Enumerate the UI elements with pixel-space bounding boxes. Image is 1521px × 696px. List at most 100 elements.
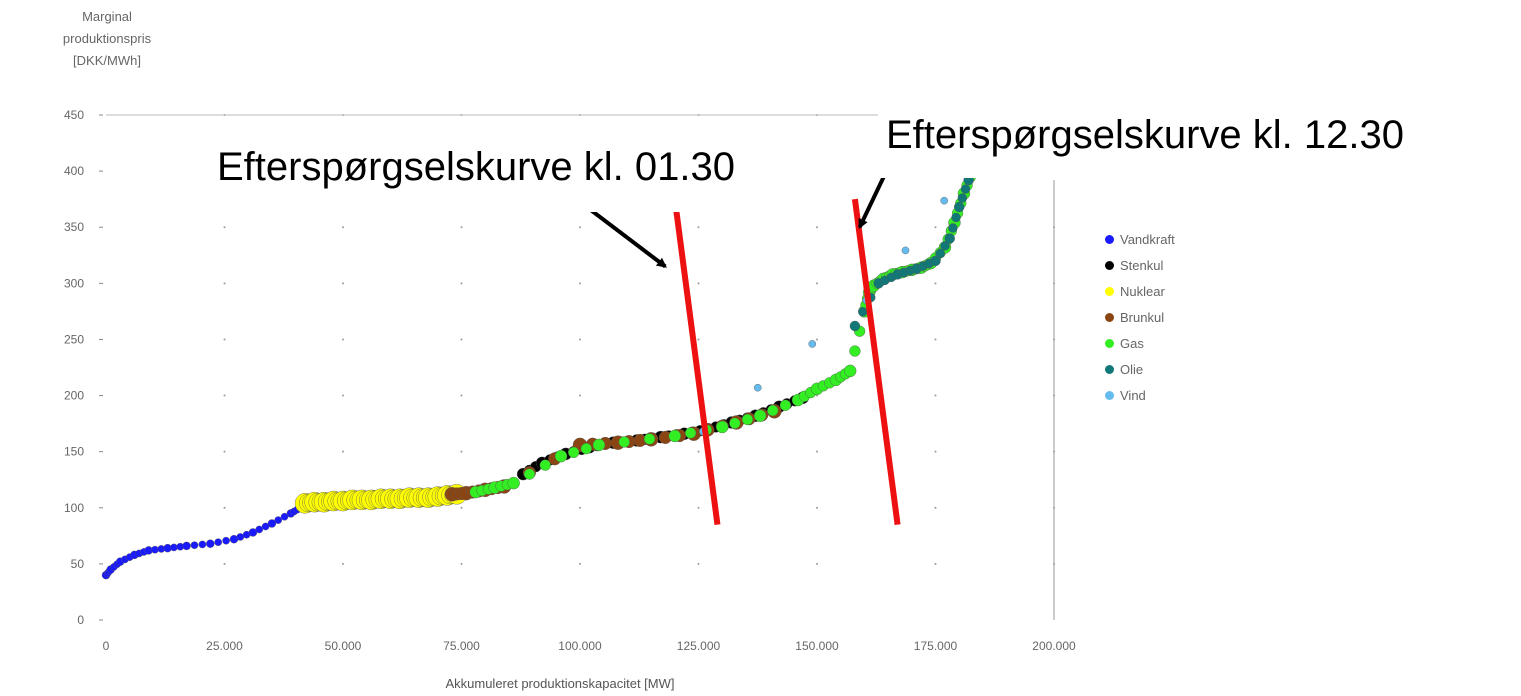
point-vandkraft <box>280 512 289 521</box>
point-gas <box>539 459 551 471</box>
point-olie <box>948 223 958 233</box>
point-vandkraft <box>255 525 264 534</box>
legend-item-vind: Vind <box>1105 382 1175 408</box>
legend-label: Vandkraft <box>1120 231 1175 247</box>
x-tick-label: 50.000 <box>325 639 362 653</box>
point-olie <box>957 193 968 203</box>
grid-dot <box>816 562 818 565</box>
x-tick-label: 150.000 <box>795 639 839 653</box>
grid-dot <box>934 282 937 285</box>
grid-dot <box>934 226 937 229</box>
y-tick-label: 0 <box>77 613 84 627</box>
point-gas <box>523 468 536 480</box>
grid-dot <box>342 450 344 453</box>
x-tick-label: 125.000 <box>677 639 721 653</box>
point-vandkraft <box>182 541 191 551</box>
y-tick-label: 200 <box>64 389 84 403</box>
point-vandkraft <box>236 533 245 541</box>
y-axis-label: Marginal produktionspris [DKK/MWh] <box>2 6 212 72</box>
point-gas <box>779 399 792 411</box>
grid-dot <box>697 226 700 229</box>
grid-dot <box>579 226 581 229</box>
legend-item-stenkul: Stenkul <box>1105 252 1175 278</box>
legend-label: Gas <box>1120 335 1144 351</box>
grid-dot <box>223 562 226 565</box>
y-tick-label: 350 <box>64 220 84 234</box>
point-gas <box>849 345 861 357</box>
point-gas <box>507 476 520 490</box>
grid-dot <box>934 394 937 397</box>
point-olie <box>858 307 868 317</box>
point-olie <box>960 184 971 194</box>
legend-label: Stenkul <box>1120 257 1164 273</box>
grid-dot <box>816 282 818 285</box>
legend-swatch <box>1105 286 1114 296</box>
grid-dot <box>579 394 581 397</box>
point-gas <box>741 413 754 426</box>
point-vandkraft <box>170 543 178 552</box>
x-tick-label: 75.000 <box>443 639 480 653</box>
point-vandkraft <box>151 545 159 554</box>
point-gas <box>716 420 729 434</box>
grid-dot <box>460 282 463 285</box>
y-tick-label: 50 <box>71 557 85 571</box>
legend-item-brunkul: Brunkul <box>1105 304 1175 330</box>
point-vandkraft <box>206 539 215 548</box>
legend-swatch <box>1105 364 1114 374</box>
legend-item-olie: Olie <box>1105 356 1175 382</box>
grid-dot <box>223 394 226 397</box>
grid-dot <box>579 562 581 565</box>
point-vind <box>753 383 762 392</box>
legend-label: Brunkul <box>1120 309 1165 325</box>
grid-dot <box>816 506 818 509</box>
grid-dot <box>223 226 226 229</box>
legend-swatch <box>1105 390 1114 400</box>
point-olie <box>954 201 965 213</box>
grid-dot <box>460 226 463 229</box>
x-tick-label: 100.000 <box>558 639 602 653</box>
point-vandkraft <box>214 538 222 546</box>
y-axis-label-line-3: [DKK/MWh] <box>73 53 141 68</box>
point-gas <box>729 417 741 429</box>
grid-dot <box>816 450 818 453</box>
x-tick-label: 200.000 <box>1032 639 1076 653</box>
grid-dot <box>816 226 818 229</box>
grid-dot <box>934 338 937 341</box>
y-axis-label-line-2: produktionspris <box>62 31 152 46</box>
point-gas <box>843 364 857 378</box>
point-vandkraft <box>198 540 207 549</box>
legend-item-gas: Gas <box>1105 330 1175 356</box>
grid-dot <box>934 450 937 453</box>
grid-dot <box>223 506 226 509</box>
grid-dot <box>342 394 344 397</box>
grid-dot <box>460 338 463 341</box>
legend-swatch <box>1105 234 1114 244</box>
x-tick-label: 175.000 <box>914 639 958 653</box>
point-olie <box>930 255 941 267</box>
grid-dot <box>223 338 226 341</box>
point-olie <box>951 212 961 223</box>
grid-dot <box>342 226 344 229</box>
grid-dot <box>579 506 581 509</box>
point-vind <box>901 246 910 255</box>
grid-dot <box>579 282 581 285</box>
legend-label: Olie <box>1120 361 1144 377</box>
grid-dot <box>460 450 463 453</box>
point-vandkraft <box>267 519 277 528</box>
grid-dot <box>934 562 937 565</box>
point-vandkraft <box>190 541 199 549</box>
grid-dot <box>934 506 937 509</box>
x-tick-label: 0 <box>103 639 110 653</box>
point-gas <box>684 427 697 439</box>
point-gas <box>753 409 767 422</box>
annotation-demand-1230: Efterspørgselskurve kl. 12.30 <box>878 92 1520 178</box>
point-gas <box>554 449 568 463</box>
point-olie <box>935 248 945 259</box>
demand-lines <box>671 198 901 526</box>
y-tick-label: 400 <box>64 164 84 178</box>
data-points <box>101 146 988 580</box>
grid-dot <box>816 338 818 341</box>
grid-dot <box>342 338 344 341</box>
legend-item-nuklear: Nuklear <box>1105 278 1175 304</box>
point-gas <box>668 429 681 443</box>
